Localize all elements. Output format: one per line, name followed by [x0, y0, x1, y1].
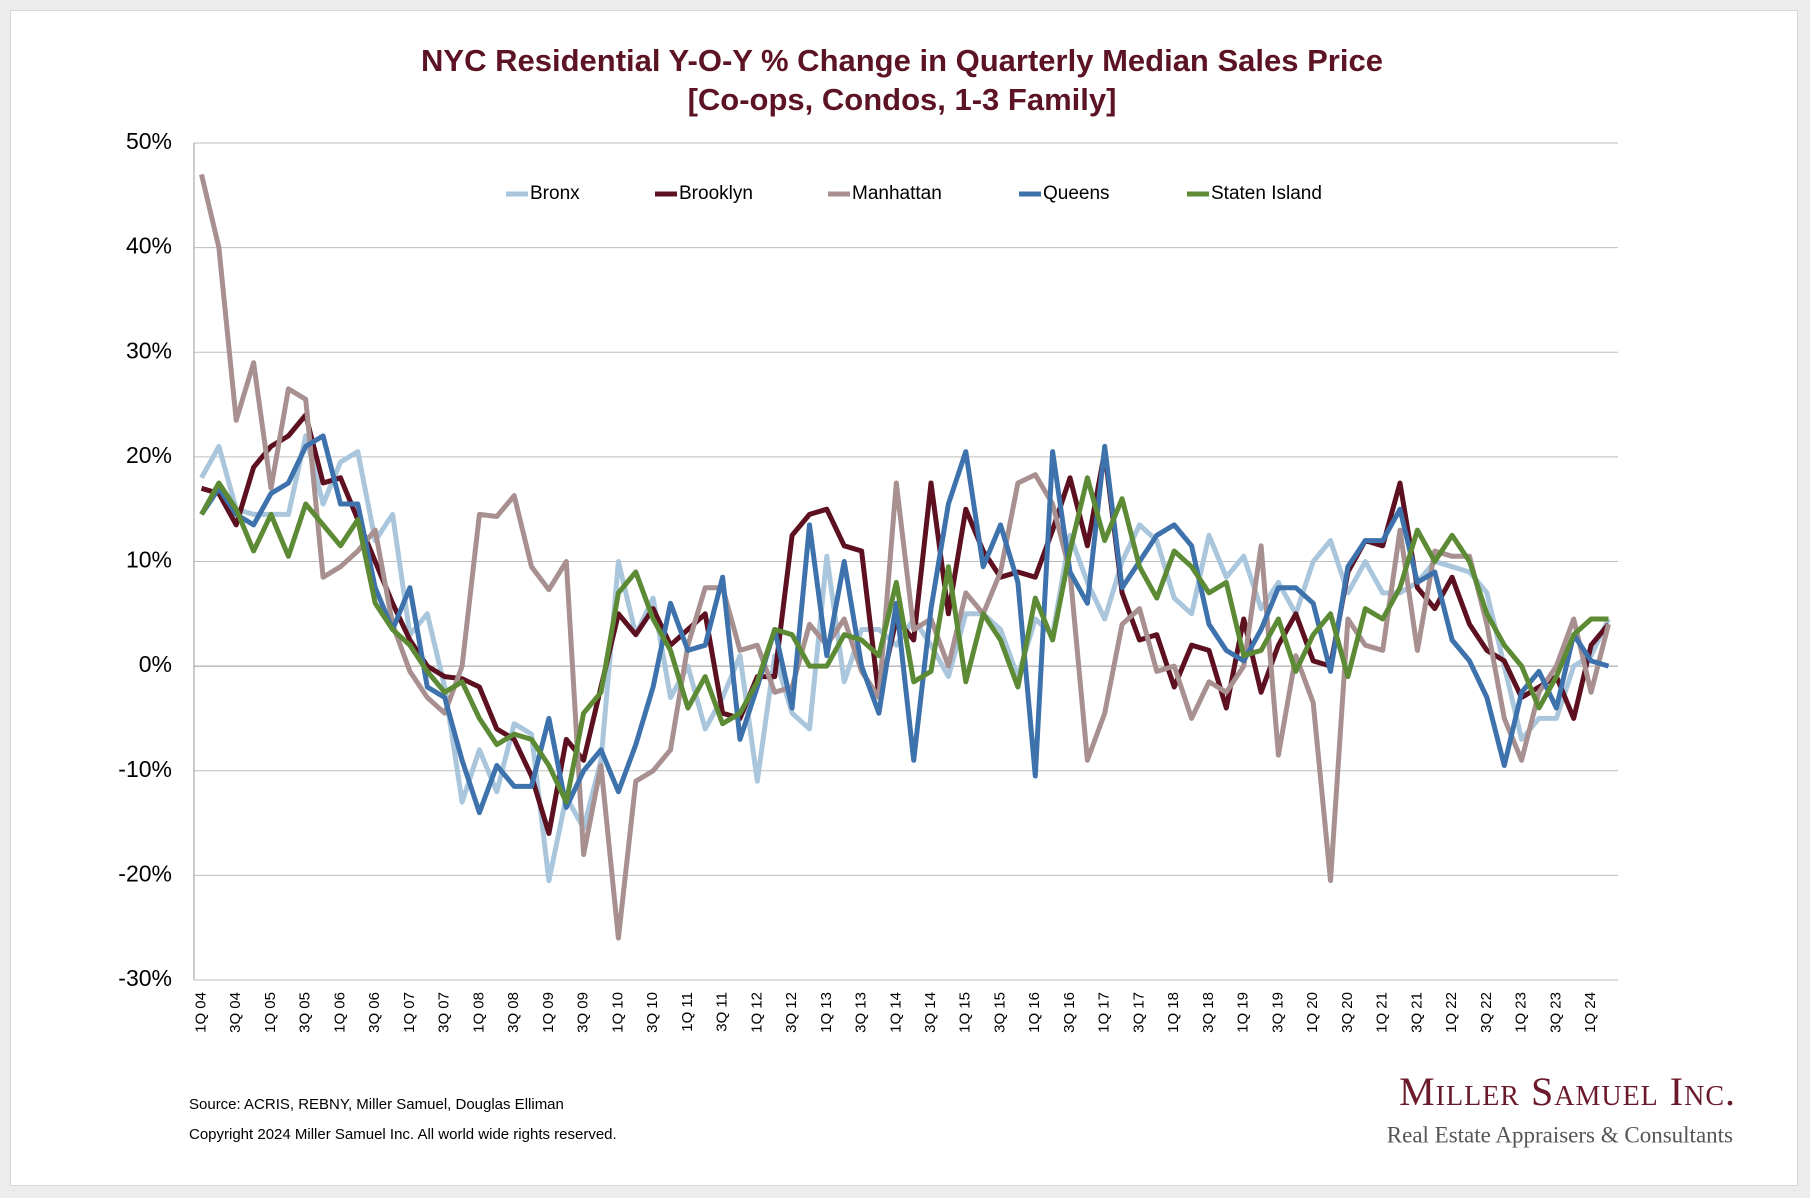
x-tick-label: 3Q 08 [505, 992, 522, 1033]
legend-item: Brooklyn [655, 183, 753, 204]
y-tick-label: -20% [118, 860, 172, 886]
y-tick-label: 0% [139, 651, 172, 677]
x-tick-label: 3Q 21 [1408, 992, 1425, 1033]
x-tick-label: 1Q 09 [540, 992, 557, 1033]
y-tick-label: 10% [126, 547, 172, 573]
x-tick-label: 3Q 22 [1478, 992, 1495, 1033]
x-tick-label: 1Q 12 [748, 992, 765, 1033]
legend-label: Staten Island [1211, 183, 1322, 204]
x-tick-label: 1Q 04 [192, 992, 209, 1033]
chart-subtitle: [Co-ops, Condos, 1-3 Family] [688, 82, 1117, 117]
series-line [199, 173, 1611, 941]
x-tick-label: 1Q 19 [1235, 992, 1252, 1033]
y-tick-label: 20% [126, 442, 172, 468]
x-tick-label: 1Q 05 [262, 992, 279, 1033]
x-tick-label: 1Q 23 [1513, 992, 1530, 1033]
x-tick-label: 1Q 14 [887, 992, 904, 1033]
x-tick-label: 3Q 06 [366, 992, 383, 1033]
panel [10, 10, 1798, 1186]
x-tick-label: 3Q 12 [783, 992, 800, 1033]
legend-item: Queens [1019, 183, 1110, 204]
x-tick-label: 3Q 07 [436, 992, 453, 1033]
x-tick-label: 1Q 10 [609, 992, 626, 1033]
legend-item: Bronx [506, 183, 580, 204]
legend-label: Queens [1043, 183, 1110, 204]
legend-item: Staten Island [1187, 183, 1322, 204]
x-tick-label: 3Q 13 [853, 992, 870, 1033]
copyright-note: Copyright 2024 Miller Samuel Inc. All wo… [189, 1126, 617, 1143]
x-tick-label: 1Q 22 [1443, 992, 1460, 1033]
x-tick-label: 1Q 07 [401, 992, 418, 1033]
x-tick-label: 3Q 05 [297, 992, 314, 1033]
x-tick-label: 3Q 11 [714, 992, 731, 1032]
x-tick-label: 3Q 04 [227, 992, 244, 1033]
x-tick-label: 1Q 16 [1026, 992, 1043, 1033]
x-tick-label: 3Q 19 [1269, 992, 1286, 1033]
series-line [199, 433, 1610, 816]
y-tick-label: -10% [118, 756, 172, 782]
x-tick-label: 3Q 20 [1339, 992, 1356, 1033]
legend-label: Bronx [530, 183, 580, 204]
y-tick-label: 30% [126, 337, 172, 363]
brand-name: Miller Samuel Inc. [1399, 1069, 1736, 1114]
x-tick-label: 1Q 11 [679, 992, 696, 1032]
y-tick-label: 40% [126, 233, 172, 259]
x-tick-label: 1Q 13 [818, 992, 835, 1033]
x-tick-label: 1Q 24 [1582, 992, 1599, 1033]
brand-tagline: Real Estate Appraisers & Consultants [1387, 1122, 1733, 1147]
x-tick-label: 1Q 15 [957, 992, 974, 1033]
x-tick-label: 1Q 21 [1374, 992, 1391, 1033]
x-tick-label: 3Q 18 [1200, 992, 1217, 1033]
source-note: Source: ACRIS, REBNY, Miller Samuel, Dou… [189, 1096, 564, 1113]
x-tick-label: 1Q 06 [331, 992, 348, 1033]
x-tick-label: 1Q 17 [1096, 992, 1113, 1033]
chart-title: NYC Residential Y-O-Y % Change in Quarte… [421, 43, 1383, 78]
y-tick-label: 50% [126, 128, 172, 154]
legend-label: Brooklyn [679, 183, 753, 204]
x-tick-label: 3Q 23 [1547, 992, 1564, 1033]
x-tick-label: 3Q 15 [991, 992, 1008, 1033]
legend-label: Manhattan [852, 183, 942, 204]
x-tick-label: 3Q 10 [644, 992, 661, 1033]
legend-item: Manhattan [828, 183, 942, 204]
x-tick-label: 1Q 08 [470, 992, 487, 1033]
y-tick-label: -30% [118, 965, 172, 991]
x-tick-label: 3Q 14 [922, 992, 939, 1033]
series-line [199, 475, 1609, 805]
series-line [199, 433, 1611, 884]
x-tick-label: 3Q 17 [1130, 992, 1147, 1033]
x-tick-label: 3Q 09 [575, 992, 592, 1033]
x-tick-label: 3Q 16 [1061, 992, 1078, 1033]
x-tick-label: 1Q 20 [1304, 992, 1321, 1033]
x-tick-label: 1Q 18 [1165, 992, 1182, 1033]
